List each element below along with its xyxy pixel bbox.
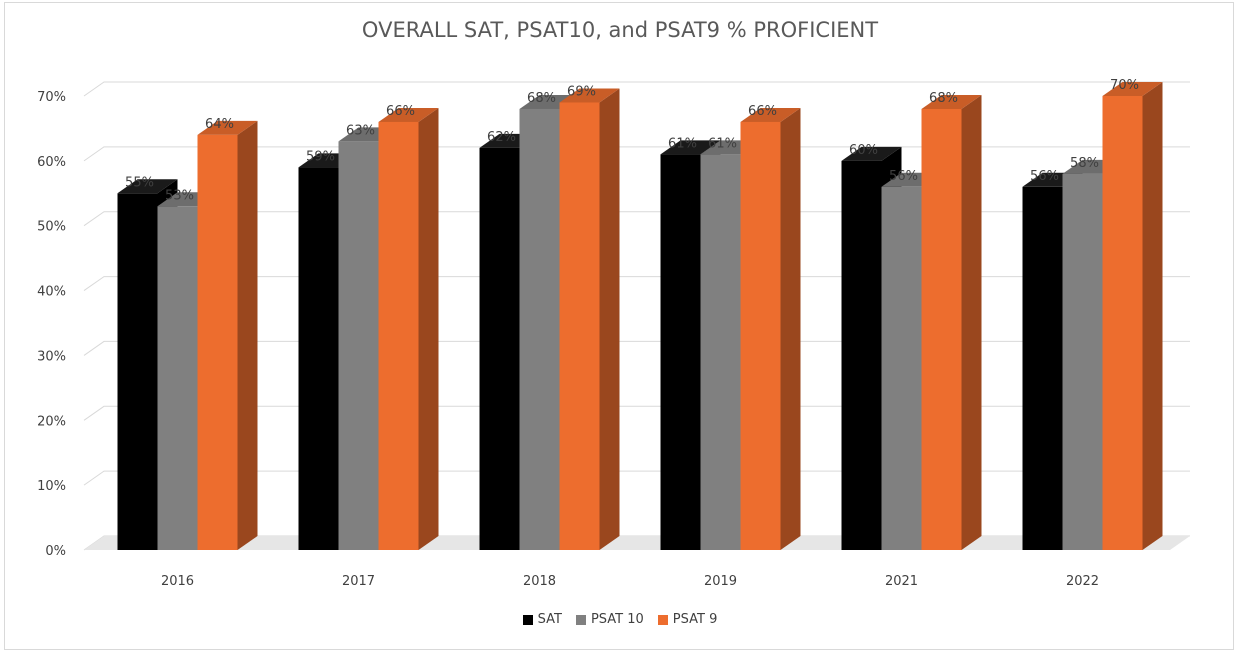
gridline (83, 340, 1190, 356)
legend-label: PSAT 9 (672, 612, 718, 627)
bar-psat-9-2019 (740, 107, 801, 550)
chart-title: OVERALL SAT, PSAT10, and PSAT9 % PROFICI… (361, 18, 879, 42)
x-tick-label: 2017 (342, 574, 375, 589)
y-tick-label: 60% (37, 155, 66, 170)
y-tick-label: 40% (37, 285, 66, 300)
gridline (83, 211, 1190, 227)
legend-label: PSAT 10 (590, 612, 644, 627)
y-tick-label: 50% (37, 220, 66, 235)
x-tick-label: 2018 (523, 574, 556, 589)
data-label: 53% (165, 188, 194, 203)
gridline (83, 276, 1190, 291)
y-tick-label: 30% (37, 349, 66, 364)
data-label: 66% (748, 104, 777, 119)
data-label: 68% (929, 91, 958, 106)
legend-swatch (575, 614, 586, 625)
data-labels: 55% 53% 64% 59% 63% 66% 62% 68% 69% 61% 61% 66% 60% 5… (125, 78, 1139, 203)
legend-item-psat-10: PSAT 10 (575, 612, 644, 627)
legend-label: SAT (537, 612, 562, 627)
data-label: 61% (708, 136, 737, 151)
bar-psat-9-2018 (559, 88, 620, 550)
bar-psat-9-2016 (197, 120, 258, 551)
y-axis-ticks: 0% 10% 20% 30% 40% 50% 60% 70% (37, 90, 66, 559)
x-tick-label: 2019 (704, 574, 737, 589)
data-label: 59% (306, 149, 335, 164)
legend: SAT PSAT 10 PSAT 9 (0, 612, 1240, 627)
y-tick-label: 10% (37, 479, 66, 494)
data-label: 70% (1110, 78, 1139, 93)
data-label: 63% (346, 123, 375, 138)
bars (117, 82, 1163, 551)
data-label: 56% (1030, 169, 1059, 184)
legend-swatch (522, 614, 533, 625)
bar-psat-9-2017 (378, 107, 439, 550)
gridline (83, 405, 1190, 421)
data-label: 69% (567, 84, 596, 99)
gridline (83, 81, 1190, 97)
legend-item-sat: SAT (522, 612, 562, 627)
bar-psat-9-2022 (1102, 82, 1163, 550)
legend-item-psat-9: PSAT 9 (657, 612, 718, 627)
y-tick-label: 70% (37, 90, 66, 105)
legend-swatch (657, 614, 668, 625)
data-label: 55% (125, 175, 154, 190)
data-label: 64% (205, 117, 234, 132)
data-label: 66% (386, 104, 415, 119)
y-tick-label: 0% (45, 544, 66, 559)
x-tick-label: 2022 (1066, 574, 1099, 589)
data-label: 68% (527, 91, 556, 106)
data-label: 62% (487, 130, 516, 145)
data-label: 61% (668, 136, 697, 151)
gridline (83, 146, 1190, 162)
y-tick-label: 20% (37, 414, 66, 429)
bar-psat-9-2021 (921, 94, 982, 550)
x-tick-label: 2016 (161, 574, 194, 589)
x-tick-label: 2021 (885, 574, 918, 589)
data-label: 58% (1070, 156, 1099, 171)
gridline (83, 470, 1190, 486)
data-label: 56% (889, 169, 918, 184)
data-label: 60% (849, 143, 878, 158)
x-axis-ticks: 2016 2017 2018 2019 2021 2022 (161, 574, 1099, 589)
